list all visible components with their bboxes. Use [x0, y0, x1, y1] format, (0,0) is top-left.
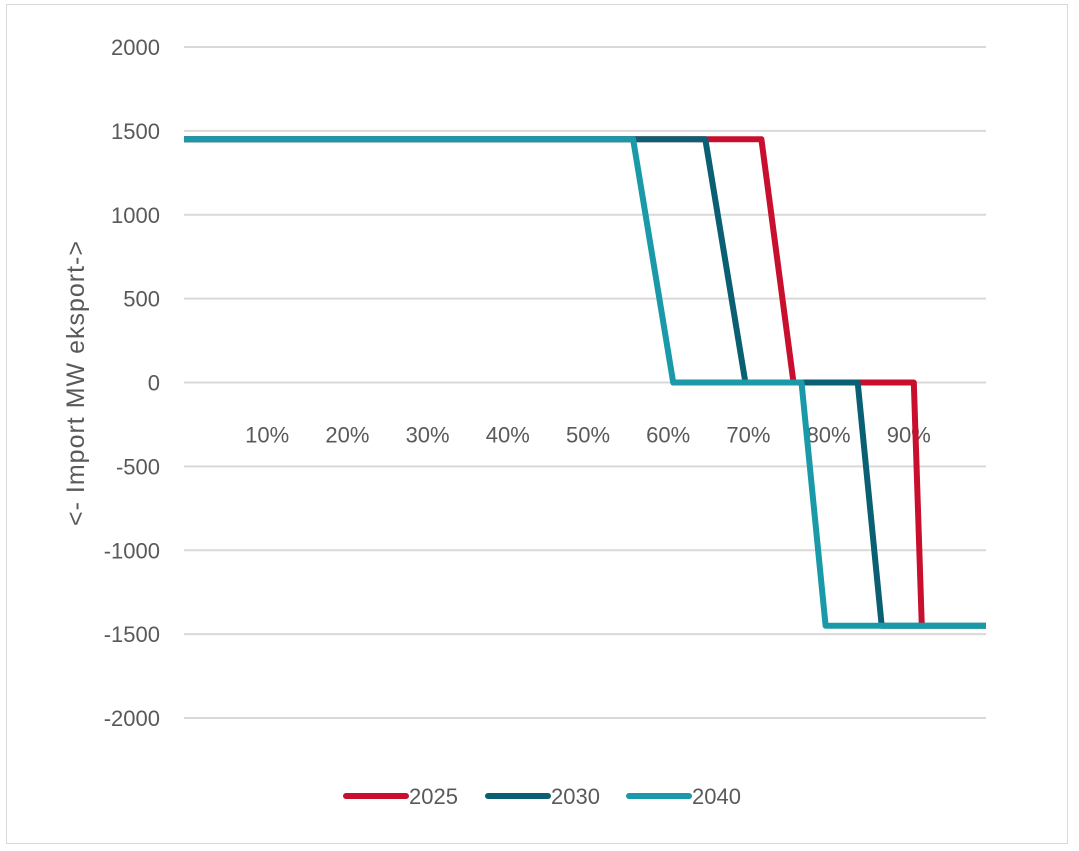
x-tick-label: 90% — [887, 423, 931, 448]
y-tick-label: 500 — [123, 287, 160, 312]
x-tick-label: 60% — [646, 423, 690, 448]
x-tick-label: 10% — [245, 423, 289, 448]
y-tick-label: -1000 — [104, 538, 160, 563]
y-tick-label: -500 — [116, 454, 160, 479]
y-tick-label: 0 — [148, 371, 160, 396]
y-axis-ticks: 2000 1500 1000 500 0 -500 -1000 -1500 -2000 — [104, 35, 160, 731]
legend-label: 2040 — [692, 784, 741, 809]
x-tick-label: 80% — [807, 423, 851, 448]
series-line-2040 — [184, 136, 986, 629]
legend: 2025 2030 2040 — [343, 784, 741, 809]
x-tick-label: 50% — [566, 423, 610, 448]
chart-frame — [6, 4, 1068, 844]
y-axis-title: <- Import MW eksport-> — [62, 240, 90, 526]
x-tick-label: 30% — [406, 423, 450, 448]
x-tick-label: 20% — [325, 423, 369, 448]
y-tick-label: 1000 — [111, 203, 160, 228]
x-axis-ticks: 10% 20% 30% 40% 50% 60% 70% 80% 90% — [245, 423, 931, 448]
series-lines — [184, 136, 986, 629]
legend-label: 2030 — [551, 784, 600, 809]
y-tick-label: -2000 — [104, 706, 160, 731]
x-tick-label: 40% — [486, 423, 530, 448]
x-tick-label: 70% — [726, 423, 770, 448]
y-tick-label: -1500 — [104, 622, 160, 647]
y-tick-label: 2000 — [111, 35, 160, 60]
y-tick-label: 1500 — [111, 119, 160, 144]
legend-label: 2025 — [409, 784, 458, 809]
